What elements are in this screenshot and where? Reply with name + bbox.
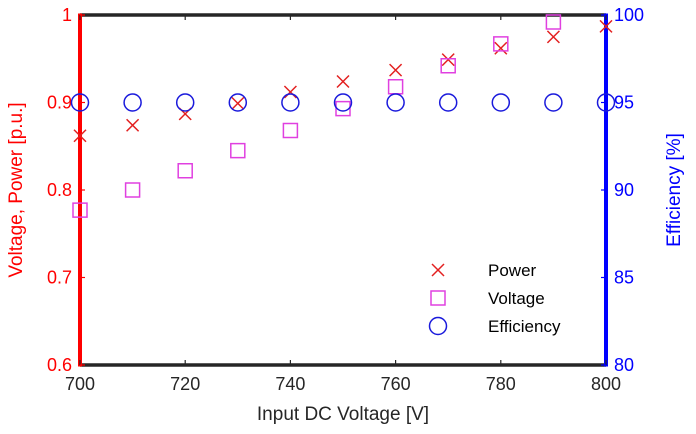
efficiency-point — [123, 93, 142, 112]
left-y-tick-label: 0.6 — [47, 355, 72, 375]
efficiency-point — [228, 93, 248, 112]
x-tick-label: 780 — [486, 374, 516, 394]
efficiency-point — [281, 93, 300, 112]
left-y-tick-label: 0.7 — [47, 268, 72, 288]
power-point — [546, 30, 560, 44]
voltage-point — [335, 100, 351, 117]
efficiency-point — [333, 93, 353, 112]
legend-marker-power — [431, 263, 445, 277]
left-y-axis-title: Voltage, Power [p.u.] — [6, 102, 27, 277]
x-tick-label: 760 — [381, 374, 411, 394]
voltage-point — [177, 163, 193, 179]
voltage-point — [282, 122, 299, 139]
left-y-tick-label: 0.8 — [47, 180, 72, 200]
voltage-point — [124, 182, 141, 198]
voltage-point — [72, 202, 88, 218]
power-point — [389, 63, 403, 77]
power-point — [283, 85, 297, 99]
legend-entry-efficiency: Efficiency — [428, 316, 561, 336]
power-point — [231, 96, 245, 110]
x-tick-label: 700 — [65, 374, 95, 394]
efficiency-point — [544, 93, 563, 112]
x-tick-label: 740 — [275, 374, 305, 394]
legend-label-efficiency: Efficiency — [488, 317, 561, 336]
voltage-point — [387, 79, 404, 95]
power-point — [599, 19, 613, 33]
legend-label-power: Power — [488, 261, 537, 280]
legend-entry-voltage: Voltage — [430, 289, 545, 308]
power-point — [126, 118, 140, 132]
right-y-tick-label: 85 — [614, 268, 634, 288]
efficiency-point — [386, 93, 405, 112]
efficiency-point — [70, 93, 90, 112]
left-y-tick-label: 0.9 — [47, 93, 72, 113]
x-tick-label: 720 — [170, 374, 200, 394]
power-point — [73, 129, 87, 143]
right-y-tick-label: 80 — [614, 355, 634, 375]
voltage-point — [230, 142, 246, 159]
power-point — [494, 41, 508, 55]
right-y-tick-label: 90 — [614, 180, 634, 200]
right-y-tick-label: 100 — [614, 5, 644, 25]
power-point — [336, 74, 350, 89]
x-tick-label: 800 — [591, 374, 621, 394]
voltage-point — [545, 14, 562, 30]
right-y-axis-title: Efficiency [%] — [664, 133, 685, 247]
efficiency-point — [491, 93, 511, 112]
legend-label-voltage: Voltage — [488, 289, 545, 308]
efficiency-point — [596, 93, 616, 112]
power-point — [441, 53, 455, 67]
x-axis-title: Input DC Voltage [V] — [257, 404, 429, 425]
left-y-tick-label: 1 — [62, 5, 72, 25]
efficiency-point — [438, 93, 458, 112]
voltage-point — [440, 58, 456, 74]
legend-marker-efficiency — [428, 316, 448, 336]
legend: Power Voltage Efficiency — [428, 261, 561, 336]
voltage-point — [493, 36, 509, 52]
legend-entry-power: Power — [431, 261, 537, 280]
efficiency-point — [175, 93, 195, 112]
right-y-tick-label: 95 — [614, 93, 634, 113]
legend-marker-voltage — [430, 290, 446, 306]
